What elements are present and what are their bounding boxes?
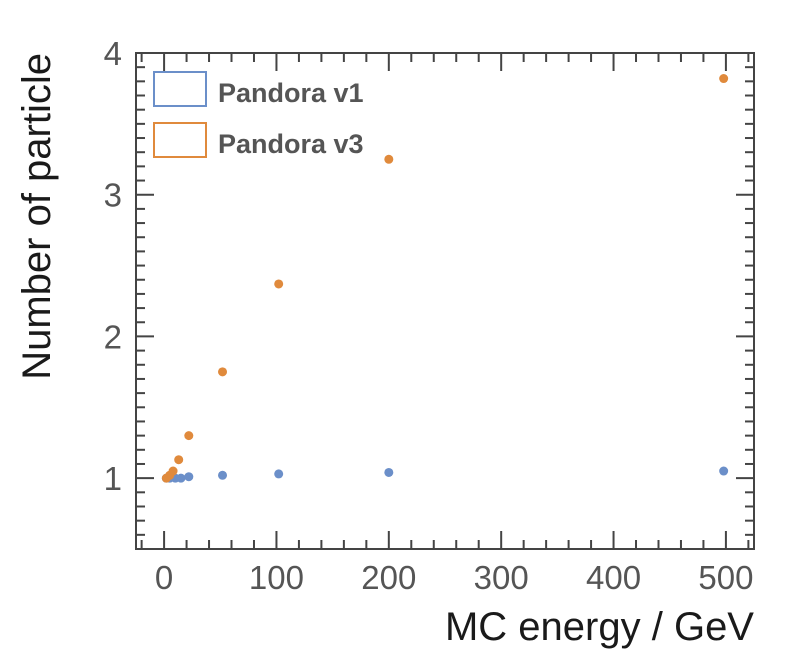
- x-tick-label: 300: [474, 559, 529, 596]
- point-pandora-v1: [218, 470, 228, 480]
- y-tick-label: 4: [104, 35, 122, 72]
- point-pandora-v1: [184, 472, 194, 482]
- point-pandora-v3: [168, 466, 178, 476]
- x-tick-label: 200: [361, 559, 416, 596]
- data-points: [161, 74, 729, 483]
- y-tick-label: 1: [104, 460, 122, 497]
- legend: Pandora v1 Pandora v3: [153, 71, 364, 159]
- plot-frame: [135, 52, 755, 550]
- legend-label-pandora-v1: Pandora v1: [218, 78, 364, 108]
- point-pandora-v3: [719, 74, 729, 84]
- legend-swatch-pandora-v3: [153, 122, 207, 158]
- x-tick-label: 500: [698, 559, 753, 596]
- point-pandora-v1: [176, 473, 186, 483]
- axis-ticks: 0 100 200 300 400 500 1 2 3 4: [104, 35, 754, 596]
- point-pandora-v3: [218, 367, 228, 377]
- y-tick-label: 3: [104, 177, 122, 214]
- y-axis-title: Number of particle: [15, 53, 59, 380]
- point-pandora-v1: [274, 469, 284, 479]
- x-axis-title: MC energy / GeV: [445, 605, 754, 649]
- point-pandora-v1: [719, 466, 729, 476]
- point-pandora-v3: [184, 431, 194, 441]
- legend-label-pandora-v3: Pandora v3: [218, 129, 364, 159]
- point-pandora-v3: [384, 154, 394, 164]
- x-tick-label: 400: [586, 559, 641, 596]
- x-tick-label: 100: [249, 559, 304, 596]
- x-tick-label: 0: [155, 559, 173, 596]
- point-pandora-v1: [384, 467, 394, 477]
- y-tick-label: 2: [104, 318, 122, 355]
- point-pandora-v3: [274, 279, 284, 289]
- point-pandora-v3: [174, 455, 184, 465]
- legend-swatch-pandora-v1: [153, 71, 207, 107]
